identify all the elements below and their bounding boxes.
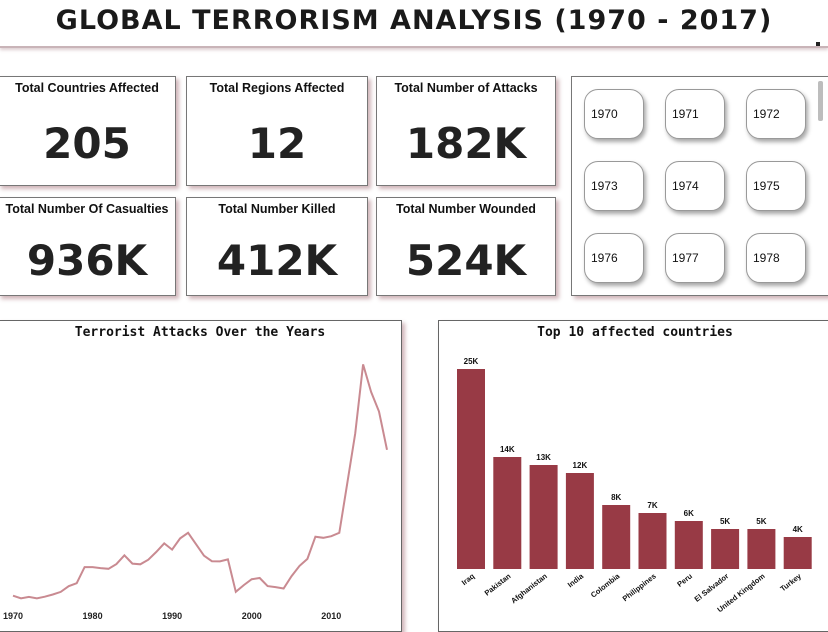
kpi-card-attacks[interactable]: Total Number of Attacks 182K [376, 76, 556, 186]
x-tick-label: 2000 [242, 611, 262, 621]
x-tick-label: 1970 [3, 611, 23, 621]
x-tick-label: 1980 [83, 611, 103, 621]
bar-data-label: 12K [573, 461, 588, 470]
line-chart-title: Terrorist Attacks Over the Years [74, 325, 326, 340]
kpi-label: Total Regions Affected [209, 81, 345, 95]
bar-chart-panel: Top 10 affected countries 25K Iraq 14K Paki… [438, 320, 828, 632]
category-label: Afghanistan [509, 571, 549, 605]
kpi-value: 182K [405, 119, 527, 168]
category-label: Peru [675, 571, 694, 589]
kpi-label: Total Number Killed [218, 202, 336, 216]
year-button-1970[interactable]: 1970 [584, 89, 644, 139]
x-tick-label: 1990 [162, 611, 182, 621]
year-button-1978[interactable]: 1978 [746, 233, 806, 283]
bar-peru[interactable] [674, 521, 703, 569]
line-chart-panel: Terrorist Attacks Over the Years 1970 198… [0, 320, 402, 632]
bar-chart-title: Top 10 affected countries [537, 325, 733, 340]
kpi-value: 12 [247, 119, 307, 168]
bar-data-label: 6K [684, 509, 694, 518]
slicer-scrollbar[interactable] [818, 81, 823, 121]
kpi-value: 524K [405, 236, 527, 285]
year-button-1976[interactable]: 1976 [584, 233, 644, 283]
kpi-value: 412K [216, 236, 338, 285]
year-slicer: 1970 1971 1972 1973 1974 1975 1976 1977 … [571, 76, 828, 296]
bar-afghanistan[interactable] [529, 465, 558, 569]
category-label: Iraq [460, 571, 477, 587]
bar-data-label: 5K [720, 517, 730, 526]
bar-data-label: 25K [464, 357, 479, 366]
bar-pakistan[interactable] [493, 457, 522, 569]
category-label: Philippines [621, 571, 658, 603]
bar-el-salvador[interactable] [711, 529, 740, 569]
kpi-card-killed[interactable]: Total Number Killed 412K [186, 197, 368, 296]
year-button-1973[interactable]: 1973 [584, 161, 644, 211]
year-button-1971[interactable]: 1971 [665, 89, 725, 139]
bar-united-kingdom[interactable] [747, 529, 776, 569]
bar-philippines[interactable] [638, 513, 667, 569]
kpi-label: Total Number of Attacks [394, 81, 538, 95]
bar-iraq[interactable] [457, 369, 485, 569]
x-tick-label: 2010 [321, 611, 341, 621]
bar-data-label: 5K [756, 517, 766, 526]
kpi-value: 936K [26, 236, 148, 285]
attacks-series-line[interactable] [12, 364, 388, 600]
bar-colombia[interactable] [602, 505, 631, 569]
year-button-1975[interactable]: 1975 [746, 161, 806, 211]
category-label: India [566, 571, 586, 589]
year-button-1972[interactable]: 1972 [746, 89, 806, 139]
kpi-label: Total Number Of Casualties [5, 202, 169, 216]
bar-data-label: 7K [647, 501, 657, 510]
bar-data-label: 14K [500, 445, 515, 454]
kpi-label: Total Number Wounded [396, 202, 536, 216]
bar-data-label: 8K [611, 493, 621, 502]
kpi-label: Total Countries Affected [15, 81, 159, 95]
kpi-value: 205 [43, 119, 131, 168]
bar-chart: 25K Iraq 14K Pakistan 13K Afghanistan 12K India… [457, 357, 812, 614]
line-chart: 1970 1980 1990 2000 2010 [3, 364, 388, 621]
category-label: Colombia [589, 571, 622, 600]
category-label: Turkey [778, 571, 803, 593]
year-button-1977[interactable]: 1977 [665, 233, 725, 283]
bar-turkey[interactable] [783, 537, 812, 569]
kpi-card-countries[interactable]: Total Countries Affected 205 [0, 76, 176, 186]
corner-marker [816, 42, 820, 46]
kpi-card-wounded[interactable]: Total Number Wounded 524K [376, 197, 556, 296]
dashboard-title: GLOBAL TERRORISM ANALYSIS (1970 - 2017) [0, 0, 828, 48]
kpi-card-regions[interactable]: Total Regions Affected 12 [186, 76, 368, 186]
category-label: Pakistan [483, 571, 513, 597]
bar-data-label: 4K [793, 525, 803, 534]
kpi-card-casualties[interactable]: Total Number Of Casualties 936K [0, 197, 176, 296]
bar-data-label: 13K [536, 453, 551, 462]
year-button-1974[interactable]: 1974 [665, 161, 725, 211]
bar-india[interactable] [565, 473, 594, 569]
